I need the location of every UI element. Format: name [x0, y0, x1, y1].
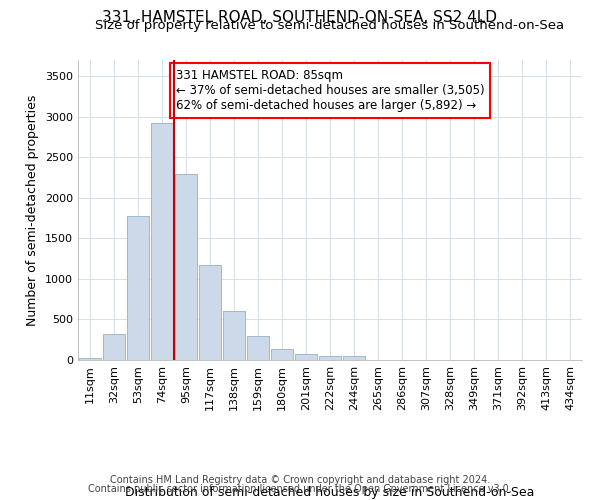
Bar	[79, 358, 101, 360]
Bar	[199, 264, 221, 360]
Bar	[127, 216, 149, 360]
Bar	[343, 356, 365, 360]
Text: 331 HAMSTEL ROAD: 85sqm
← 37% of semi-detached houses are smaller (3,505)
62% of: 331 HAMSTEL ROAD: 85sqm ← 37% of semi-de…	[176, 69, 484, 112]
Bar	[175, 174, 197, 360]
Bar	[103, 334, 125, 360]
Bar	[319, 356, 341, 360]
Text: Contains HM Land Registry data © Crown copyright and database right 2024.: Contains HM Land Registry data © Crown c…	[110, 475, 490, 485]
Title: Size of property relative to semi-detached houses in Southend-on-Sea: Size of property relative to semi-detach…	[95, 20, 565, 32]
Bar	[223, 311, 245, 360]
Y-axis label: Number of semi-detached properties: Number of semi-detached properties	[26, 94, 40, 326]
Bar	[151, 123, 173, 360]
X-axis label: Distribution of semi-detached houses by size in Southend-on-Sea: Distribution of semi-detached houses by …	[125, 486, 535, 500]
Bar	[295, 354, 317, 360]
Bar	[247, 336, 269, 360]
Text: 331, HAMSTEL ROAD, SOUTHEND-ON-SEA, SS2 4LD: 331, HAMSTEL ROAD, SOUTHEND-ON-SEA, SS2 …	[103, 10, 497, 25]
Bar	[271, 348, 293, 360]
Text: Contains public sector information licensed under the Open Government Licence v3: Contains public sector information licen…	[88, 484, 512, 494]
